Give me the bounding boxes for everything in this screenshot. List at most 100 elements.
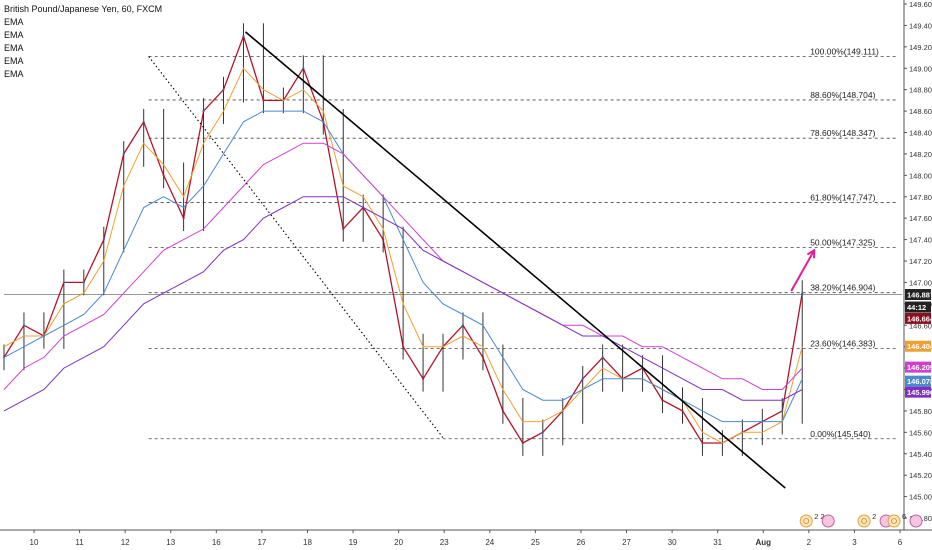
trendline [244, 31, 786, 489]
y-tick-label: 147.200 [909, 257, 932, 266]
x-tick-label: 30 [668, 538, 677, 547]
event-badge-dot [861, 518, 867, 524]
y-tick-label: 146.600 [909, 321, 932, 330]
price-label-bg [905, 386, 931, 398]
x-tick-label: 19 [349, 538, 358, 547]
projection-arrow [790, 249, 816, 292]
x-tick-label: 10 [30, 538, 39, 547]
y-tick-label: 145.800 [909, 407, 932, 416]
price-label: 146.664 [907, 314, 932, 323]
fib-level-label: 61.80%(147.747) [810, 192, 875, 202]
price-point [801, 292, 804, 295]
price-point [541, 431, 544, 434]
indicator-ema-2[interactable]: EMA [4, 30, 24, 40]
plot-area [2, 23, 804, 456]
price-point [781, 409, 784, 413]
y-tick-label: 145.000 [909, 493, 932, 502]
x-tick-label: 31 [713, 538, 722, 547]
price-label-bg [905, 301, 931, 313]
event-badge-flag-icon [909, 514, 923, 528]
price-point [481, 356, 485, 359]
drawings [148, 31, 816, 489]
event-badges: 2 2 2 6 [799, 512, 923, 528]
x-tick-label: 2 [807, 538, 812, 547]
price-point [421, 377, 425, 380]
indicator-ema-1[interactable]: EMA [4, 17, 24, 27]
x-tick-label: 17 [257, 538, 266, 547]
x-tick-label: 6 [898, 538, 903, 547]
y-tick-label: 148.000 [909, 171, 932, 180]
price-point [601, 356, 604, 359]
price-label: 44:12 [907, 303, 926, 312]
price-point [581, 377, 584, 380]
x-tick-label: 18 [303, 538, 312, 547]
time-axis[interactable]: 10 11 12 13 16 17 18 19 20 23 24 25 26 27 30 31 Aug 2 3 6 [30, 530, 903, 547]
price-point [122, 152, 125, 156]
y-tick-label: 147.400 [909, 236, 932, 245]
price-point [302, 67, 305, 70]
fib-level-label: 88.60%(148.704) [810, 90, 875, 100]
x-tick-label: 3 [852, 538, 857, 547]
y-tick-label: 145.400 [909, 450, 932, 459]
indicator-ema-5[interactable]: EMA [4, 69, 24, 79]
price-label: 146.404 [907, 342, 932, 351]
x-tick-label: 11 [75, 538, 84, 547]
price-point [162, 174, 165, 177]
price-point [82, 281, 85, 284]
series-line-2 [3, 110, 803, 423]
y-tick-label: 147.800 [909, 193, 932, 202]
y-tick-label: 149.000 [909, 64, 932, 73]
event-badge-count: 6 [902, 512, 906, 521]
price-label: 145.996 [907, 388, 932, 397]
x-tick-label: 27 [622, 538, 631, 547]
chart-title[interactable]: British Pound/Japanese Yen, 60, FXCM [4, 4, 163, 14]
price-point [701, 441, 704, 445]
fib-level-label: 50.00%(147.325) [810, 238, 875, 248]
x-tick-label: 23 [440, 538, 449, 547]
price-point [142, 120, 145, 123]
price-label-bg [905, 361, 931, 373]
fib-level-label: 0.00%(145.540) [810, 429, 871, 439]
event-badge-count: 2 [872, 512, 876, 521]
x-tick-label: 13 [166, 538, 175, 547]
x-tick-label: 24 [485, 538, 494, 547]
y-tick-label: 148.200 [909, 150, 932, 159]
price-point [402, 345, 405, 348]
y-tick-label: 148.800 [909, 86, 932, 95]
y-tick-label: 148.600 [909, 107, 932, 116]
price-point [222, 88, 225, 91]
event-badge-dot [803, 518, 810, 524]
price-point [681, 409, 684, 413]
event-badge-icon [887, 514, 901, 528]
price-label: 146.887 [907, 291, 932, 300]
indicator-ema-3[interactable]: EMA [4, 43, 24, 53]
channel-line [148, 56, 444, 439]
x-tick-label: 20 [394, 538, 403, 547]
fibonacci-levels: 100.00%(149.111) 88.60%(148.704) 78.60%(14… [4, 46, 902, 440]
price-point [382, 238, 385, 241]
price-point [242, 35, 245, 38]
y-tick-label: 149.600 [909, 0, 932, 9]
price-point [182, 217, 185, 220]
price-point [501, 409, 504, 413]
price-point [661, 399, 664, 402]
indicator-ema-4[interactable]: EMA [4, 56, 24, 66]
y-tick-label: 148.400 [909, 129, 932, 138]
x-tick-label: 25 [531, 538, 540, 547]
price-label-bg [905, 375, 931, 387]
y-tick-label: 147.000 [909, 278, 932, 287]
price-point [62, 281, 65, 284]
x-tick-label: 12 [121, 538, 130, 547]
fib-level-label: 23.60%(146.383) [810, 338, 875, 348]
price-point [262, 99, 265, 102]
price-point [521, 441, 524, 445]
event-badge-dot [891, 518, 897, 524]
price-axis[interactable]: 149.600 149.400 149.200 149.000 148.800 148.6… [904, 0, 932, 523]
event-badge-icon [799, 514, 813, 528]
series-line-4 [3, 196, 803, 412]
fib-level-label: 38.20%(146.904) [810, 283, 875, 293]
price-point [102, 238, 105, 241]
price-point [342, 227, 345, 230]
event-badge-flag-icon [821, 514, 835, 528]
